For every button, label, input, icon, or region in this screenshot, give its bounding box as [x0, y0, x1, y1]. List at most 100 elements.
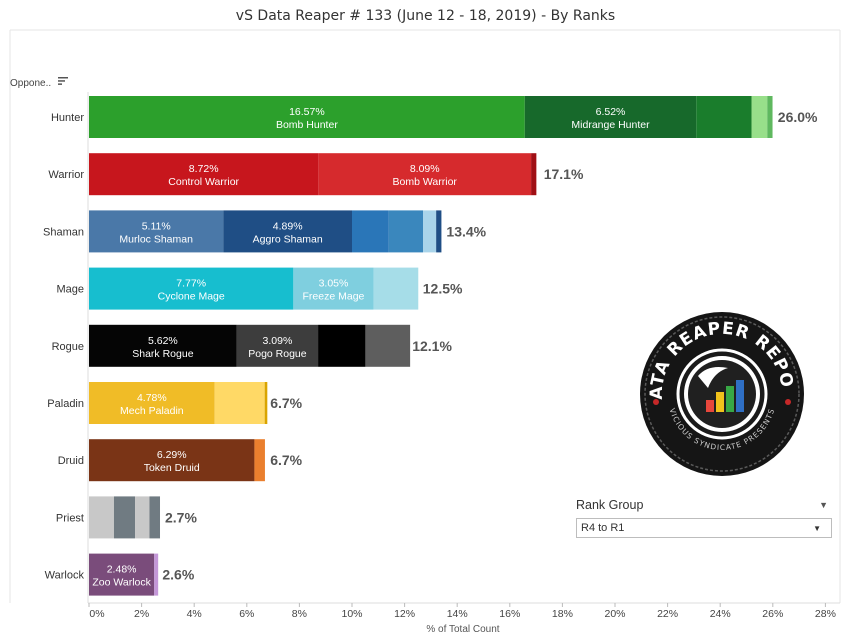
data-label-pct: 16.57%	[289, 106, 325, 118]
bar-segment-warlock-1	[154, 553, 159, 596]
x-tick-label: 22%	[657, 608, 678, 620]
data-label-pct: 7.77%	[176, 278, 206, 290]
bar-segment-shaman-5	[436, 210, 442, 253]
total-label: 26.0%	[778, 109, 818, 125]
category-label-mage: Mage	[56, 284, 84, 296]
total-label: 12.5%	[423, 281, 463, 297]
sort-descending-icon[interactable]	[58, 76, 68, 86]
x-axis-title: % of Total Count	[426, 624, 499, 635]
total-label: 12.1%	[412, 338, 452, 354]
category-label-druid: Druid	[58, 455, 84, 467]
bar-segment-hunter-1	[524, 96, 697, 138]
x-tick-label: 20%	[604, 608, 625, 620]
data-label-pct: 6.29%	[157, 449, 187, 461]
total-label: 6.7%	[270, 452, 302, 468]
data-label-archetype: Token Druid	[144, 462, 200, 474]
total-label: 2.6%	[162, 567, 194, 583]
filter-menu-caret-icon[interactable]: ▼	[819, 500, 828, 510]
data-label-archetype: Shark Rogue	[132, 348, 193, 360]
data-label-pct: 4.78%	[137, 392, 167, 404]
bar-segment-rogue-3	[365, 324, 411, 367]
bar-segment-hunter-4	[767, 96, 773, 138]
data-label-archetype: Cyclone Mage	[158, 291, 225, 303]
x-tick-label: 2%	[134, 608, 149, 620]
x-tick-label: 4%	[187, 608, 202, 620]
bar-segment-mage-2	[373, 267, 419, 310]
x-tick-label: 26%	[762, 608, 783, 620]
bar-segment-paladin-2	[264, 382, 268, 424]
data-label-pct: 5.11%	[142, 220, 171, 232]
data-label-archetype: Bomb Hunter	[276, 119, 338, 131]
data-label-archetype: Midrange Hunter	[571, 119, 650, 131]
bar-segment-shaman-3	[388, 210, 424, 253]
data-label-archetype: Bomb Warrior	[393, 176, 458, 188]
data-label-archetype: Zoo Warlock	[92, 577, 151, 589]
data-label-pct: 5.62%	[148, 335, 178, 347]
x-tick-label: 10%	[341, 608, 362, 620]
bar-segment-priest-2	[135, 496, 150, 539]
total-label: 13.4%	[446, 223, 486, 239]
data-label-archetype: Pogo Rogue	[248, 348, 307, 360]
category-label-rogue: Rogue	[52, 341, 84, 353]
data-label-pct: 8.09%	[410, 163, 440, 175]
rank-group-select[interactable]: R4 to R1 ▼	[576, 518, 832, 538]
bar-segment-druid-0	[89, 439, 255, 482]
bar-segment-shaman-4	[423, 210, 437, 253]
x-tick-label: 14%	[447, 608, 468, 620]
bar-segment-priest-0	[89, 496, 114, 539]
bar-segment-mage-1	[293, 267, 374, 310]
x-tick-label: 18%	[552, 608, 573, 620]
data-label-pct: 4.89%	[273, 220, 303, 232]
data-label-archetype: Murloc Shaman	[119, 233, 193, 245]
data-label-archetype: Control Warrior	[168, 176, 239, 188]
x-tick-label: 24%	[710, 608, 731, 620]
total-label: 2.7%	[165, 509, 197, 525]
rank-group-filter: Rank Group ▼ R4 to R1 ▼	[576, 498, 832, 538]
category-label-warrior: Warrior	[48, 169, 84, 181]
total-label: 6.7%	[270, 395, 302, 411]
data-label-pct: 6.52%	[596, 106, 626, 118]
data-label-archetype: Freeze Mage	[303, 291, 365, 303]
data-label-pct: 3.05%	[319, 278, 349, 290]
bar-segment-paladin-1	[214, 382, 265, 424]
x-tick-label: 12%	[394, 608, 415, 620]
bar-segment-shaman-2	[352, 210, 389, 253]
bar-segment-rogue-2	[318, 324, 366, 367]
x-tick-label: 28%	[815, 608, 836, 620]
x-tick-label: 6%	[239, 608, 254, 620]
bar-segment-priest-1	[113, 496, 136, 539]
data-label-archetype: Mech Paladin	[120, 405, 184, 417]
bar-segment-shaman-0	[89, 210, 224, 253]
bar-segment-warrior-2	[531, 153, 537, 196]
bar-segment-priest-3	[149, 496, 161, 539]
rank-group-title: Rank Group	[576, 498, 644, 512]
category-label-hunter: Hunter	[51, 112, 84, 124]
bar-segment-warrior-1	[318, 153, 532, 196]
chart-title: vS Data Reaper # 133 (June 12 - 18, 2019…	[235, 8, 616, 24]
total-label: 17.1%	[544, 166, 584, 182]
data-reaper-logo: DATA REAPER REPORT VICIOUS SYNDICATE PRE…	[638, 310, 804, 476]
bar-segment-paladin-0	[89, 382, 215, 424]
data-label-pct: 2.48%	[107, 564, 137, 576]
category-label-shaman: Shaman	[43, 226, 84, 238]
category-label-warlock: Warlock	[45, 570, 85, 582]
bar-segment-druid-1	[254, 439, 265, 482]
bar-segment-mage-0	[89, 267, 294, 310]
rank-group-value: R4 to R1	[581, 522, 625, 534]
bar-segment-hunter-0	[89, 96, 525, 138]
data-label-pct: 8.72%	[189, 163, 219, 175]
chevron-down-icon[interactable]: ▼	[813, 523, 821, 533]
category-label-paladin: Paladin	[47, 398, 84, 410]
x-tick-label: 8%	[292, 608, 307, 620]
bar-segment-warlock-0	[89, 553, 155, 596]
bar-segment-warrior-0	[89, 153, 319, 196]
column-header[interactable]: Oppone..	[10, 78, 52, 89]
x-tick-label: 16%	[499, 608, 520, 620]
category-label-priest: Priest	[56, 512, 84, 524]
bar-segment-hunter-2	[696, 96, 752, 138]
bar-segment-rogue-0	[89, 324, 237, 367]
bar-segment-hunter-3	[751, 96, 768, 138]
bar-segment-rogue-1	[236, 324, 319, 367]
bar-segment-shaman-1	[223, 210, 352, 253]
